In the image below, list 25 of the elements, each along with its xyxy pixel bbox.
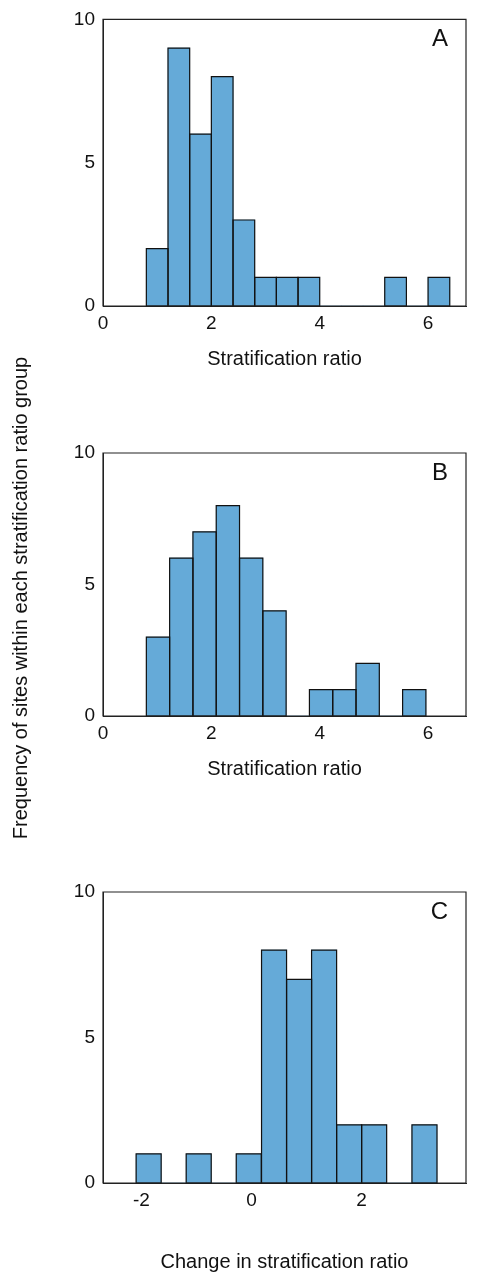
y-tick-label: 10 bbox=[73, 441, 95, 463]
y-tick-label: 5 bbox=[84, 572, 95, 594]
y-tick-label: 0 bbox=[84, 1171, 95, 1193]
y-axis-title: Frequency of sites within each stratification ratio group bbox=[8, 356, 32, 840]
x-tick-label: 6 bbox=[422, 721, 434, 743]
x-tick-label: 4 bbox=[314, 311, 326, 333]
y-tick-label: 0 bbox=[84, 704, 95, 726]
x-tick-label: 2 bbox=[206, 311, 217, 333]
y-tick-label: 10 bbox=[73, 880, 95, 902]
y-tick-label: 5 bbox=[84, 1025, 95, 1047]
x-axis-title: Change in stratification ratio bbox=[160, 1249, 409, 1272]
x-axis-title: Stratification ratio bbox=[207, 756, 362, 779]
y-tick-label: 5 bbox=[84, 150, 95, 172]
annotation: A bbox=[431, 24, 448, 52]
y-tick-label: 10 bbox=[73, 7, 95, 29]
x-tick-label: 4 bbox=[314, 721, 326, 743]
y-tick-label: 0 bbox=[84, 294, 95, 316]
x-tick-label: -2 bbox=[133, 1188, 150, 1210]
x-tick-label: 2 bbox=[206, 721, 217, 743]
x-tick-label: 0 bbox=[246, 1188, 257, 1210]
x-tick-label: 6 bbox=[422, 311, 434, 333]
annotation: C bbox=[430, 896, 448, 924]
annotation: B bbox=[431, 457, 448, 485]
x-axis-title: Stratification ratio bbox=[207, 346, 362, 369]
x-tick-label: 2 bbox=[356, 1188, 367, 1210]
